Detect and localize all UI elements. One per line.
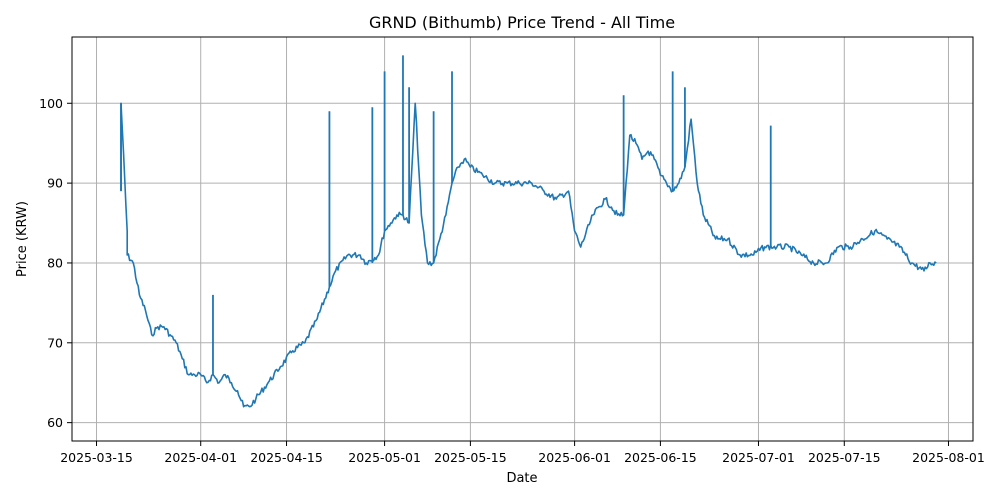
x-tick-label: 2025-03-15 — [60, 450, 133, 465]
series-layer — [120, 55, 937, 408]
grid-lines — [72, 37, 973, 441]
x-tick-label: 2025-05-15 — [434, 450, 507, 465]
price-series-line — [120, 102, 937, 408]
x-axis-ticks: 2025-03-15 2025-04-01 2025-04-15 2025-05-01… — [60, 441, 985, 465]
x-tick-label: 2025-04-15 — [250, 450, 323, 465]
x-tick-label: 2025-06-01 — [538, 450, 611, 465]
x-tick-label: 2025-07-01 — [722, 450, 795, 465]
plot-frame — [71, 36, 974, 442]
x-tick-label: 2025-08-01 — [912, 450, 985, 465]
y-tick-label: 60 — [47, 415, 63, 430]
y-tick-label: 80 — [47, 255, 63, 270]
x-tick-label: 2025-07-15 — [808, 450, 881, 465]
y-axis-label: Price (KRW) — [15, 201, 30, 277]
x-tick-label: 2025-04-01 — [164, 450, 237, 465]
chart-title: GRND (Bithumb) Price Trend - All Time — [369, 13, 675, 32]
y-tick-label: 70 — [47, 335, 63, 350]
x-tick-label: 2025-06-15 — [624, 450, 697, 465]
x-tick-label: 2025-05-01 — [348, 450, 421, 465]
y-tick-label: 100 — [39, 96, 63, 111]
y-axis-ticks: 60 70 80 90 100 — [39, 96, 72, 430]
y-tick-label: 90 — [47, 176, 63, 191]
x-axis-label: Date — [506, 471, 537, 486]
